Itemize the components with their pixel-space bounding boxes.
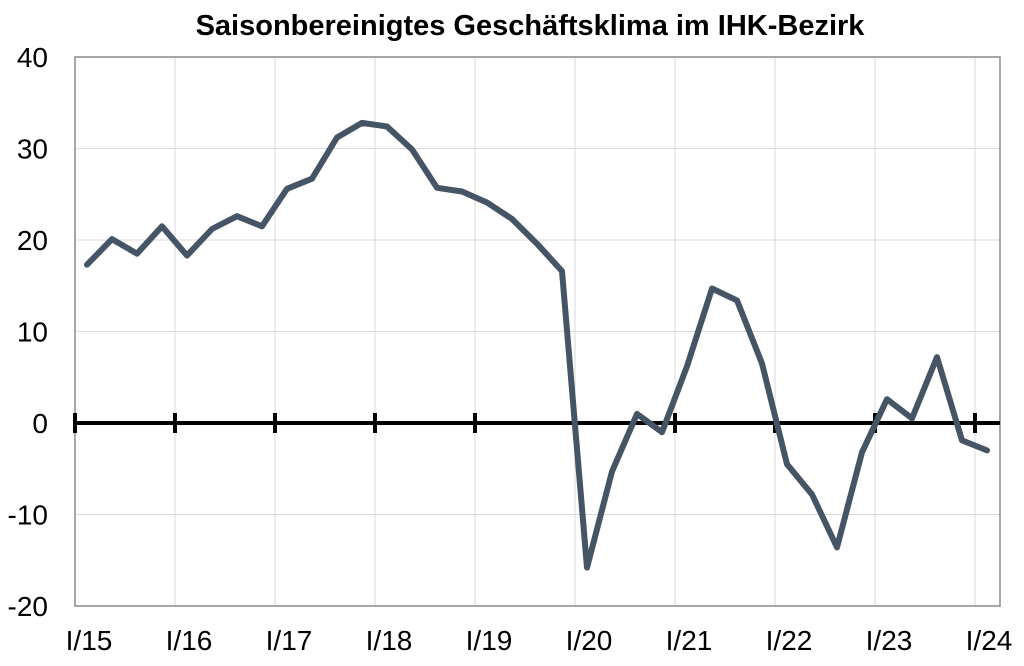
x-tick-label: I/23 — [866, 625, 913, 656]
plot-frame — [74, 56, 1001, 607]
x-tick-label: I/22 — [766, 625, 813, 656]
x-tick-label: I/21 — [666, 625, 713, 656]
zero-axis — [73, 413, 1000, 433]
y-tick-label: 30 — [17, 134, 48, 165]
grid — [75, 56, 1000, 607]
y-tick-label: 0 — [32, 408, 48, 439]
y-tick-label: 40 — [17, 42, 48, 73]
series-line — [84, 119, 990, 571]
y-tick-label: 10 — [17, 317, 48, 348]
y-tick-label: 20 — [17, 225, 48, 256]
chart-title: Saisonbereinigtes Geschäftsklima im IHK-… — [196, 10, 866, 42]
x-tick-label: I/19 — [466, 625, 513, 656]
x-tick-label: I/20 — [566, 625, 613, 656]
x-tick-label: I/16 — [166, 625, 213, 656]
series — [84, 119, 990, 571]
x-tick-label: I/17 — [266, 625, 313, 656]
y-tick-label: -20 — [8, 591, 48, 622]
y-axis: 40 30 20 10 0 -10 -20 — [8, 42, 48, 622]
y-tick-label: -10 — [8, 500, 48, 531]
x-tick-label: I/24 — [966, 625, 1013, 656]
x-tick-label: I/15 — [66, 625, 113, 656]
x-tick-label: I/18 — [366, 625, 413, 656]
x-axis: I/15 I/16 I/17 I/18 I/19 I/20 I/21 I/22 I/23 I/24 — [66, 625, 1013, 656]
